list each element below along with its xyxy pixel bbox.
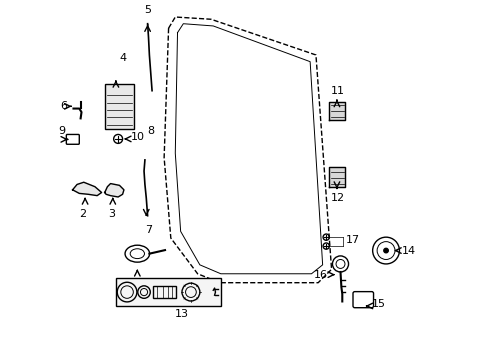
Text: 4: 4 (119, 53, 126, 63)
Text: 16: 16 (313, 270, 327, 280)
Bar (153, 286, 176, 298)
Text: 6: 6 (60, 101, 67, 111)
Circle shape (383, 248, 387, 253)
Polygon shape (72, 182, 102, 195)
Text: 10: 10 (130, 132, 144, 142)
Polygon shape (328, 102, 344, 120)
Text: 3: 3 (108, 209, 115, 219)
Text: 14: 14 (401, 246, 415, 256)
Text: 2: 2 (79, 209, 86, 219)
Text: 12: 12 (330, 193, 345, 203)
Text: 17: 17 (345, 235, 359, 245)
Text: 13: 13 (175, 310, 188, 319)
Bar (116, 278, 221, 306)
Polygon shape (328, 167, 344, 187)
Bar (105, 84, 134, 129)
Text: 8: 8 (147, 126, 154, 136)
Text: 7: 7 (144, 225, 152, 235)
Text: 11: 11 (330, 86, 345, 96)
Polygon shape (104, 184, 123, 197)
Text: 5: 5 (144, 5, 151, 15)
Text: 1: 1 (131, 282, 138, 291)
Text: 15: 15 (371, 299, 385, 309)
Text: 9: 9 (58, 126, 65, 136)
